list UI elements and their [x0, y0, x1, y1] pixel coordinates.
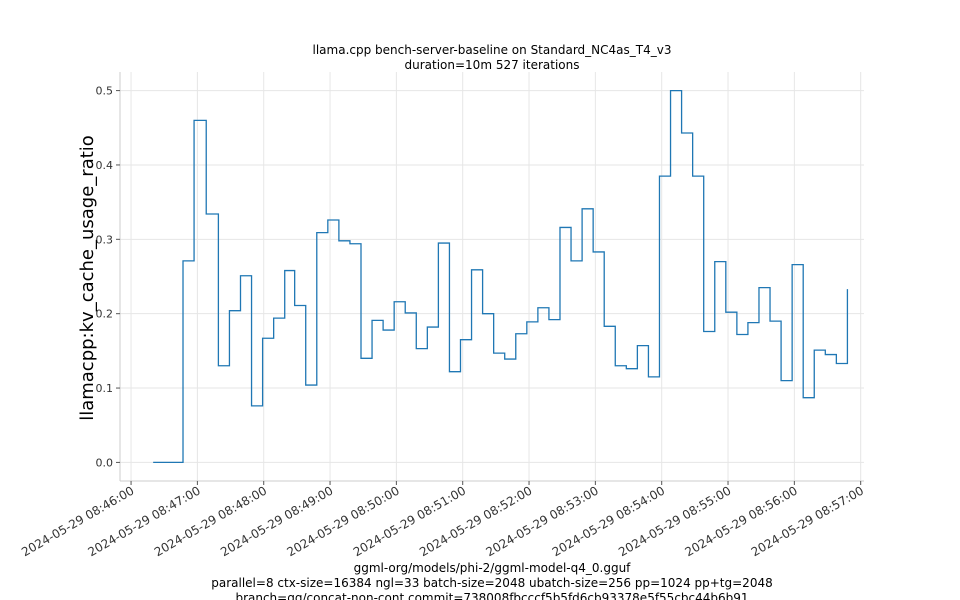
x-tick-label: 2024-05-29 08:47:00 — [86, 483, 203, 559]
x-tick-label: 2024-05-29 08:57:00 — [749, 483, 866, 559]
y-tick-label: 0.3 — [96, 233, 114, 246]
y-tick-label: 0.0 — [96, 456, 114, 469]
x-tick-label: 2024-05-29 08:46:00 — [19, 483, 136, 559]
y-axis-label: llamacpp:kv_cache_usage_ratio — [77, 135, 98, 421]
x-label-params: parallel=8 ctx-size=16384 ngl=33 batch-s… — [211, 576, 772, 590]
x-tick-label: 2024-05-29 08:48:00 — [152, 483, 269, 559]
y-tick-label: 0.5 — [96, 85, 114, 98]
y-tick-label: 0.4 — [96, 159, 114, 172]
x-label-branch: branch=gg/concat-non-cont commit=738008f… — [235, 591, 748, 600]
series-group — [153, 89, 849, 464]
x-label-model: ggml-org/models/phi-2/ggml-model-q4_0.gg… — [354, 561, 632, 575]
x-tick-label: 2024-05-29 08:50:00 — [284, 483, 401, 559]
x-tick-label: 2024-05-29 08:53:00 — [483, 483, 600, 559]
y-tick-label: 0.1 — [96, 382, 114, 395]
x-tick-label: 2024-05-29 08:56:00 — [682, 483, 799, 559]
y-tick-label: 0.2 — [96, 308, 114, 321]
x-tick-label: 2024-05-29 08:49:00 — [218, 483, 335, 559]
x-tick-label: 2024-05-29 08:52:00 — [417, 483, 534, 559]
x-tick-label: 2024-05-29 08:54:00 — [550, 483, 667, 559]
y-ticks: 0.0 0.1 0.2 0.3 0.4 0.5 — [96, 85, 120, 469]
chart-title: llama.cpp bench-server-baseline on Stand… — [313, 43, 672, 57]
chart-subtitle: duration=10m 527 iterations — [405, 58, 580, 72]
x-tick-label: 2024-05-29 08:55:00 — [616, 483, 733, 559]
series-line-0 — [153, 89, 849, 464]
axes — [119, 72, 864, 482]
x-tick-label: 2024-05-29 08:51:00 — [351, 483, 468, 559]
grid — [120, 72, 864, 481]
